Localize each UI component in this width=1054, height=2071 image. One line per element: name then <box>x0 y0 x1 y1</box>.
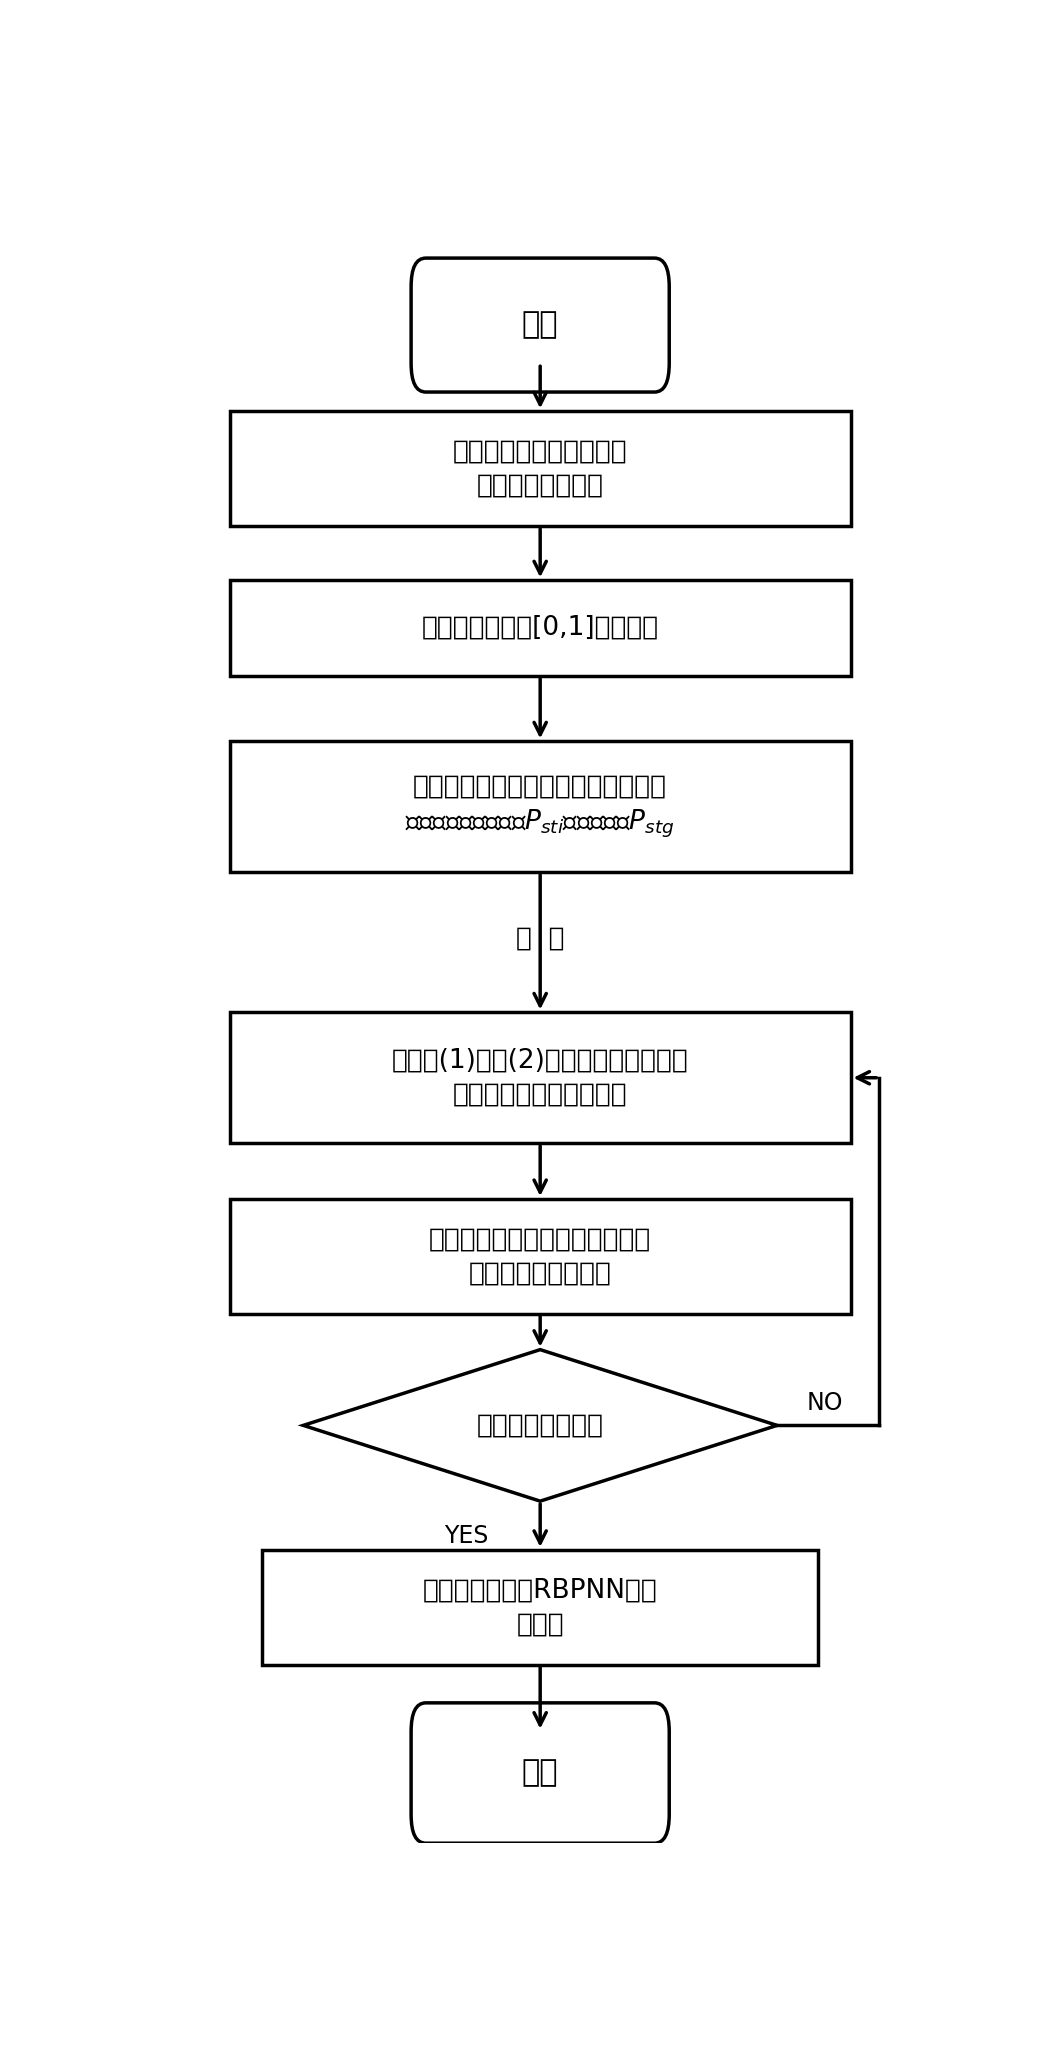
Bar <box>230 1199 851 1313</box>
Bar <box>262 1549 818 1665</box>
Bar <box>230 1013 851 1143</box>
Text: 根据式(1)、式(2)对粒子位置和速度更
新，并计算其对应适应度: 根据式(1)、式(2)对粒子位置和速度更 新，并计算其对应适应度 <box>392 1048 688 1108</box>
Text: 计算每个粒子的适应度值，并进行排
序得到初始个体极值$P_{sti}$和群体极值$P_{stg}$: 计算每个粒子的适应度值，并进行排 序得到初始个体极值$P_{sti}$和群体极值… <box>406 772 675 841</box>
Text: 迭  代: 迭 代 <box>515 926 565 953</box>
Text: 开始: 开始 <box>522 311 559 340</box>
Text: 设定迭代次数、种群规模
和目标误差等参数: 设定迭代次数、种群规模 和目标误差等参数 <box>453 439 627 499</box>
Text: YES: YES <box>445 1524 489 1549</box>
Text: 粒子初始化，在[0,1]随机赋值: 粒子初始化，在[0,1]随机赋值 <box>422 615 659 642</box>
Bar <box>230 580 851 675</box>
FancyBboxPatch shape <box>411 259 669 391</box>
Polygon shape <box>304 1350 777 1501</box>
Text: 符合算法结束条件: 符合算法结束条件 <box>476 1412 604 1439</box>
FancyBboxPatch shape <box>411 1702 669 1843</box>
Text: 根据更新后的适应度值，对个体
极值和群体极值更新: 根据更新后的适应度值，对个体 极值和群体极值更新 <box>429 1226 651 1286</box>
Text: NO: NO <box>806 1392 843 1414</box>
Bar <box>230 412 851 526</box>
Text: 由最优粒子确定RBPNN结构
和初值: 由最优粒子确定RBPNN结构 和初值 <box>423 1578 658 1638</box>
Text: 结束: 结束 <box>522 1758 559 1787</box>
Bar <box>230 741 851 872</box>
